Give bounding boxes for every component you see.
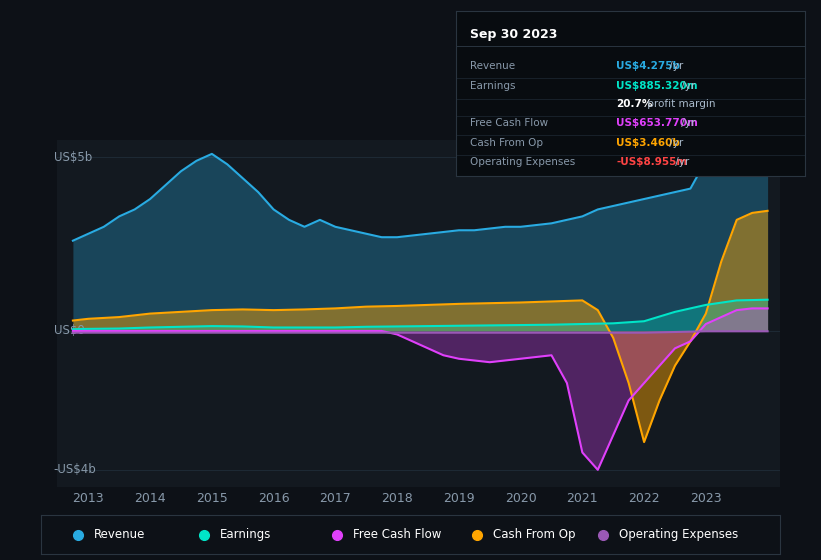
Text: Earnings: Earnings (220, 528, 271, 542)
Text: /yr: /yr (667, 138, 684, 147)
Text: -US$4b: -US$4b (54, 463, 97, 477)
Text: US$5b: US$5b (54, 151, 92, 164)
Text: Operating Expenses: Operating Expenses (619, 528, 738, 542)
Text: profit margin: profit margin (644, 99, 716, 109)
Text: /yr: /yr (667, 60, 684, 71)
Text: Free Cash Flow: Free Cash Flow (470, 118, 548, 128)
Text: US$653.770m: US$653.770m (616, 118, 698, 128)
Text: Revenue: Revenue (94, 528, 145, 542)
Text: US$4.275b: US$4.275b (616, 60, 680, 71)
Text: US$3.460b: US$3.460b (616, 138, 680, 147)
Text: Cash From Op: Cash From Op (493, 528, 576, 542)
Text: Free Cash Flow: Free Cash Flow (353, 528, 441, 542)
Text: US$885.320m: US$885.320m (616, 81, 698, 91)
Text: /yr: /yr (672, 157, 690, 167)
Text: /yr: /yr (677, 118, 695, 128)
Text: Operating Expenses: Operating Expenses (470, 157, 575, 167)
Text: /yr: /yr (677, 81, 695, 91)
Text: Earnings: Earnings (470, 81, 515, 91)
Text: 20.7%: 20.7% (616, 99, 653, 109)
Text: Cash From Op: Cash From Op (470, 138, 543, 147)
Text: -US$8.955m: -US$8.955m (616, 157, 687, 167)
Text: Revenue: Revenue (470, 60, 515, 71)
Text: Sep 30 2023: Sep 30 2023 (470, 28, 557, 41)
Text: US$0: US$0 (54, 324, 85, 338)
